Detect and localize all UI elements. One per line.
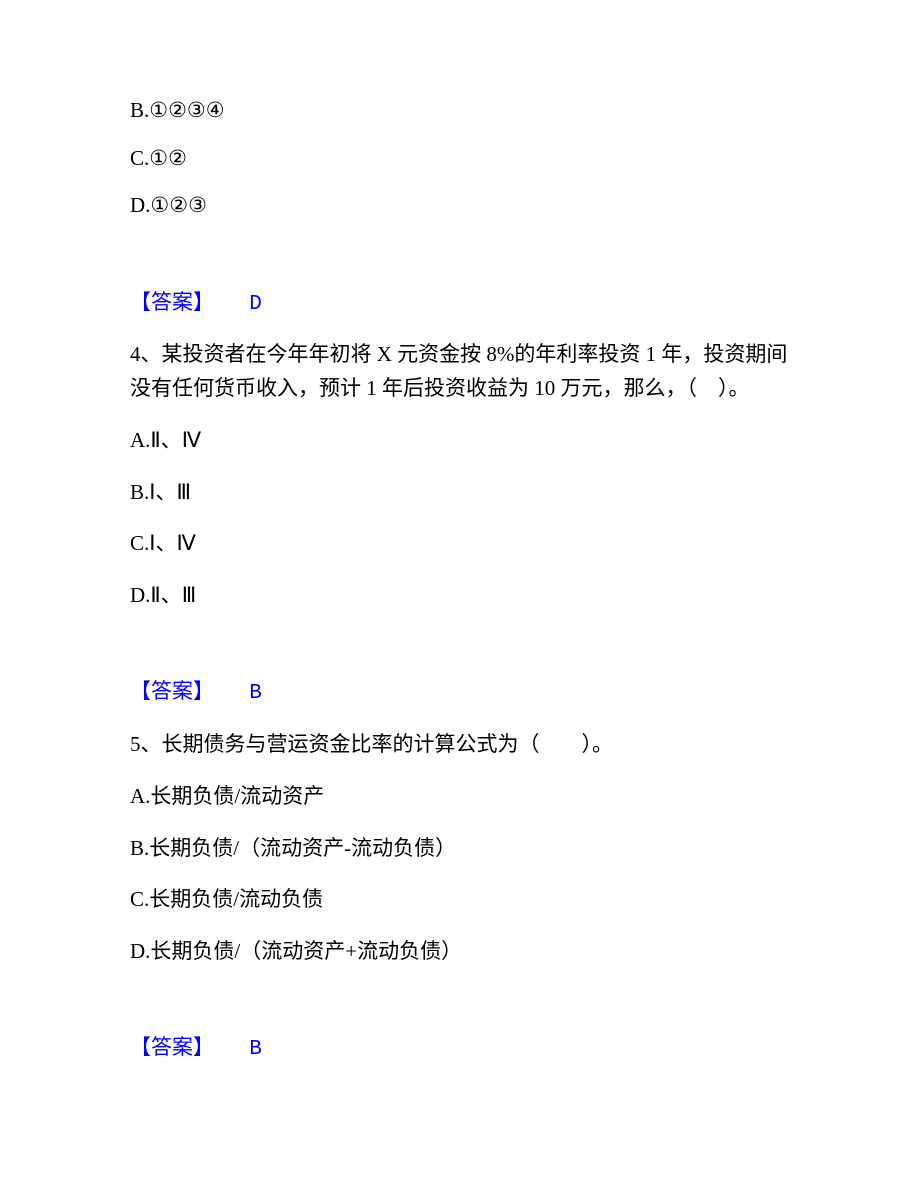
q4-question-text: 4、某投资者在今年年初将 X 元资金按 8%的年利率投资 1 年，投资期间没有任… <box>130 338 790 405</box>
q4-option-c: C.Ⅰ、Ⅳ <box>130 528 790 560</box>
q5-answer-value: B <box>249 1038 262 1061</box>
q5-question-text: 5、长期债务与营运资金比率的计算公式为（ ）。 <box>130 728 790 762</box>
q5-option-d: D.长期负债/（流动资产+流动负债） <box>130 936 790 968</box>
q5-option-b: B.长期负债/（流动资产-流动负债） <box>130 833 790 865</box>
q3-option-b: B.①②③④ <box>130 95 790 127</box>
q3-option-d: D.①②③ <box>130 190 790 222</box>
q5-option-a: A.长期负债/流动资产 <box>130 781 790 813</box>
q4-option-b: B.Ⅰ、Ⅲ <box>130 477 790 509</box>
q4-option-d: D.Ⅱ、Ⅲ <box>130 580 790 612</box>
q5-answer-label: 【答案】 <box>130 1035 214 1059</box>
q4-answer: 【答案】 B <box>130 676 790 710</box>
q3-answer-label: 【答案】 <box>130 290 214 314</box>
q4-answer-value: B <box>249 682 262 705</box>
q3-option-c: C.①② <box>130 143 790 175</box>
q4-answer-label: 【答案】 <box>130 679 214 703</box>
q5-answer: 【答案】 B <box>130 1032 790 1066</box>
q3-answer-value: D <box>249 293 262 316</box>
q4-option-a: A.Ⅱ、Ⅳ <box>130 425 790 457</box>
q5-option-c: C.长期负债/流动负债 <box>130 884 790 916</box>
q3-answer: 【答案】 D <box>130 287 790 321</box>
